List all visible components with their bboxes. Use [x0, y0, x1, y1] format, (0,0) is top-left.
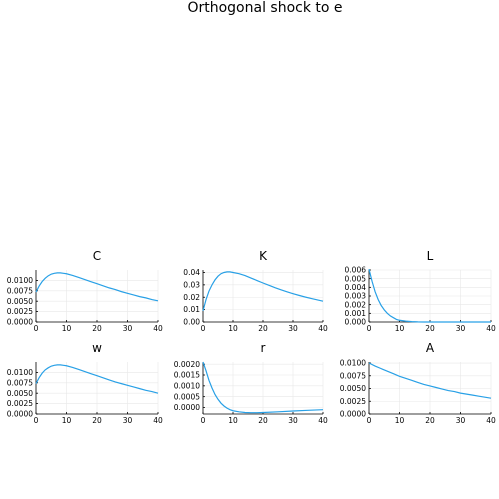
x-tick-label: 0 — [367, 416, 372, 425]
x-tick-label: 40 — [318, 324, 328, 333]
y-tick-label: 0.0015 — [174, 371, 200, 380]
subplot-l: L 0 10 20 30 40 0.0000.0010.0020.0030.0040.005… — [345, 249, 496, 333]
y-tick-label: 0.006 — [345, 266, 367, 275]
y-tick-label: 0.0075 — [7, 378, 33, 387]
subplot-title-l: L — [427, 249, 434, 263]
y-tick-label: 0.0000 — [7, 410, 33, 419]
x-tick-label: 30 — [288, 324, 298, 333]
x-tick-label: 40 — [153, 416, 163, 425]
y-tick-label: 0.004 — [345, 283, 367, 292]
x-tick-label: 30 — [123, 416, 133, 425]
y-tick-label: 0.0005 — [174, 392, 200, 401]
y-tick-label: 0.0075 — [340, 371, 366, 380]
subplot-title-k: K — [259, 249, 268, 263]
x-tick-label: 30 — [456, 416, 466, 425]
x-tick-label: 0 — [34, 324, 39, 333]
x-tick-label: 10 — [62, 416, 72, 425]
series-line-a — [368, 362, 492, 399]
y-tick-label: 0.000 — [345, 318, 367, 327]
subplot-k: K 0 10 20 30 40 0.00 0.01 0.02 0.03 0.04 — [183, 249, 328, 333]
x-tick-label: 20 — [92, 416, 102, 425]
x-tick-label: 0 — [34, 416, 39, 425]
y-tick-label: 0.0025 — [7, 399, 33, 408]
subplot-title-r: r — [261, 341, 266, 355]
y-tick-label: 0.0075 — [7, 286, 33, 295]
x-tick-label: 20 — [92, 324, 102, 333]
series-line-w — [35, 364, 159, 394]
figure-title: Orthogonal shock to e — [187, 0, 342, 16]
x-tick-label: 10 — [62, 324, 72, 333]
y-tick-label: 0.0050 — [340, 384, 366, 393]
x-tick-label: 20 — [258, 416, 268, 425]
y-tick-label: 0.003 — [345, 292, 367, 301]
y-tick-label: 0.0050 — [7, 389, 33, 398]
y-tick-label: 0.0100 — [7, 368, 33, 377]
y-tick-label: 0.02 — [183, 293, 200, 302]
y-tick-label: 0.0020 — [174, 360, 200, 369]
y-tick-label: 0.03 — [183, 280, 200, 289]
x-tick-label: 20 — [258, 324, 268, 333]
y-tick-label: 0.002 — [345, 300, 367, 309]
x-tick-label: 10 — [228, 324, 238, 333]
subplot-title-w: w — [92, 341, 102, 355]
x-tick-label: 30 — [123, 324, 133, 333]
subplot-grid: C0 10 20 30 400.00000.00250.00500.00750.0100… — [7, 249, 496, 425]
x-tick-label: 20 — [425, 324, 435, 333]
x-tick-label: 40 — [486, 324, 496, 333]
x-tick-label: 40 — [318, 416, 328, 425]
x-tick-label: 0 — [201, 324, 206, 333]
x-tick-label: 0 — [367, 324, 372, 333]
subplot-title-a: A — [426, 341, 435, 355]
x-tick-label: 40 — [153, 324, 163, 333]
x-tick-label: 10 — [228, 416, 238, 425]
y-tick-label: 0.0000 — [7, 318, 33, 327]
y-tick-label: 0.0025 — [340, 397, 366, 406]
series-line-k — [202, 271, 324, 312]
x-tick-label: 40 — [486, 416, 496, 425]
y-tick-label: 0.0010 — [174, 381, 200, 390]
y-tick-label: 0.01 — [183, 305, 200, 314]
series-line-r — [202, 361, 324, 414]
series-line-c — [35, 272, 159, 302]
subplot-title-c: C — [93, 249, 101, 263]
x-tick-label: 10 — [395, 324, 405, 333]
y-tick-label: 0.005 — [345, 274, 367, 283]
y-tick-label: 0.0000 — [340, 410, 366, 419]
y-tick-label: 0.04 — [183, 268, 200, 277]
subplot-a: A 0 10 20 30 40 0.0000 0.0025 0.0050 0.0075 0.0100 — [340, 341, 496, 425]
y-tick-label: 0.001 — [345, 309, 367, 318]
y-tick-label: 0.0100 — [7, 276, 33, 285]
x-tick-label: 0 — [201, 416, 206, 425]
y-tick-label: 0.0050 — [7, 297, 33, 306]
x-tick-label: 10 — [395, 416, 405, 425]
y-tick-label: 0.00 — [183, 318, 200, 327]
x-tick-label: 20 — [425, 416, 435, 425]
y-tick-label: 0.0100 — [340, 359, 366, 368]
series-line-l — [368, 268, 491, 323]
x-tick-label: 30 — [288, 416, 298, 425]
y-tick-label: 0.0025 — [7, 307, 33, 316]
x-tick-label: 30 — [456, 324, 466, 333]
y-tick-label: 0.0000 — [174, 403, 200, 412]
